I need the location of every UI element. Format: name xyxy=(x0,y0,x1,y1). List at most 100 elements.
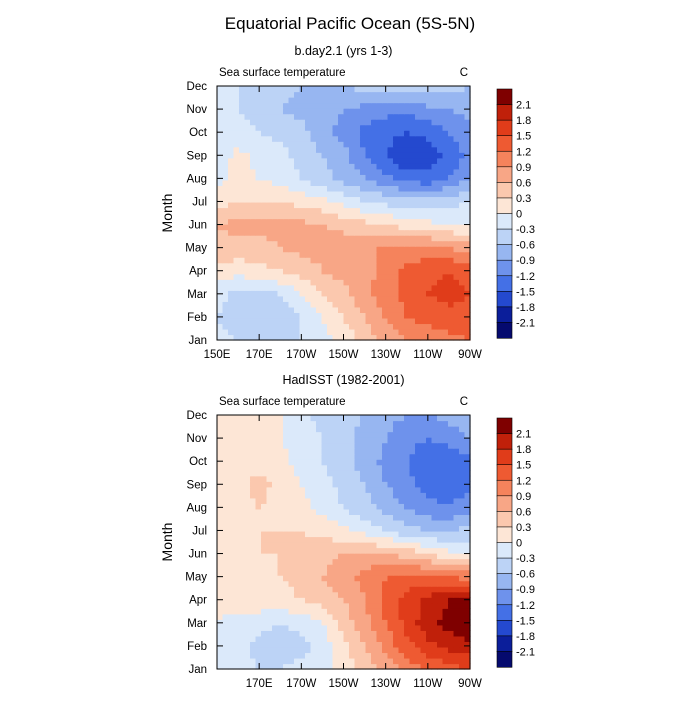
heatmap-cell xyxy=(354,652,361,659)
heatmap-cell xyxy=(415,196,422,203)
heatmap-cell xyxy=(288,201,295,209)
heatmap-cell xyxy=(310,273,317,280)
heatmap-cell xyxy=(393,323,400,330)
heatmap-cell xyxy=(321,124,328,131)
heatmap-cell xyxy=(283,301,290,308)
heatmap-cell xyxy=(459,262,466,269)
heatmap-cell xyxy=(415,475,422,482)
heatmap-cell xyxy=(261,108,268,115)
heatmap-cell xyxy=(426,301,433,308)
heatmap-cell xyxy=(398,235,405,242)
heatmap-cell xyxy=(442,564,449,571)
heatmap-cell xyxy=(272,608,279,615)
heatmap-cell xyxy=(442,536,449,543)
heatmap-cell xyxy=(354,207,361,214)
heatmap-cell xyxy=(310,141,317,148)
heatmap-cell xyxy=(437,224,444,231)
heatmap-cell xyxy=(426,547,433,554)
heatmap-cell xyxy=(398,257,405,264)
heatmap-cell xyxy=(365,317,372,325)
heatmap-cell xyxy=(338,597,345,604)
heatmap-cell xyxy=(459,124,466,131)
heatmap-cell xyxy=(387,519,394,527)
heatmap-cell xyxy=(409,536,416,543)
heatmap-cell xyxy=(261,514,268,521)
heatmap-cell xyxy=(376,157,383,164)
heatmap-cell xyxy=(321,213,328,220)
heatmap-cell xyxy=(222,542,229,549)
heatmap-cell xyxy=(343,569,350,576)
heatmap-cell xyxy=(321,317,328,325)
heatmap-cell xyxy=(222,608,229,615)
heatmap-cell xyxy=(217,420,224,427)
heatmap-cell xyxy=(327,218,334,225)
heatmap-cell xyxy=(442,575,449,582)
heatmap-cell xyxy=(420,246,427,253)
heatmap-cell xyxy=(299,334,306,341)
heatmap-cell xyxy=(244,635,251,642)
heatmap-cell xyxy=(415,453,422,460)
heatmap-cell xyxy=(255,251,262,258)
heatmap-cell xyxy=(360,597,367,604)
heatmap-cell xyxy=(343,602,350,609)
heatmap-cell xyxy=(338,459,345,466)
heatmap-cell xyxy=(228,124,235,131)
heatmap-cell xyxy=(393,608,400,615)
heatmap-cell xyxy=(382,229,389,236)
heatmap-cell xyxy=(376,207,383,214)
heatmap-cell xyxy=(442,420,449,427)
heatmap-cell xyxy=(332,558,339,565)
heatmap-cell xyxy=(261,317,268,325)
heatmap-cell xyxy=(349,240,356,247)
heatmap-cell xyxy=(398,306,405,313)
heatmap-cell xyxy=(233,536,240,543)
heatmap-cell xyxy=(343,486,350,493)
heatmap-cell xyxy=(426,619,433,626)
heatmap-cell xyxy=(327,508,334,515)
heatmap-cell xyxy=(398,262,405,269)
heatmap-cell xyxy=(244,536,251,543)
heatmap-cell xyxy=(387,119,394,126)
heatmap-cell xyxy=(453,190,460,198)
heatmap-cell xyxy=(250,174,257,181)
heatmap-cell xyxy=(277,174,284,181)
heatmap-cell xyxy=(305,591,312,598)
heatmap-cell xyxy=(244,619,251,626)
heatmap-cell xyxy=(239,547,246,554)
heatmap-cell xyxy=(272,492,279,499)
heatmap-cell xyxy=(343,613,350,620)
heatmap-cell xyxy=(288,525,295,532)
heatmap-cell xyxy=(398,624,405,631)
heatmap-cell xyxy=(338,251,345,258)
heatmap-cell xyxy=(459,486,466,493)
heatmap-cell xyxy=(228,262,235,269)
heatmap-cell xyxy=(228,179,235,186)
heatmap-cell xyxy=(233,306,240,313)
heatmap-cell xyxy=(299,295,306,302)
heatmap-cell xyxy=(409,168,416,175)
heatmap-cell xyxy=(316,464,323,471)
heatmap-cell xyxy=(354,251,361,258)
heatmap-cell xyxy=(343,251,350,258)
heatmap-cell xyxy=(239,453,246,460)
heatmap-cell xyxy=(420,102,427,109)
heatmap-cell xyxy=(387,426,394,433)
heatmap-cell xyxy=(360,486,367,493)
heatmap-cell xyxy=(393,497,400,504)
heatmap-cell xyxy=(349,246,356,253)
heatmap-cell xyxy=(343,306,350,313)
heatmap-cell xyxy=(283,536,290,543)
heatmap-cell xyxy=(332,586,339,593)
heatmap-cell xyxy=(272,141,279,148)
heatmap-cell xyxy=(459,481,466,488)
heatmap-cell xyxy=(305,608,312,615)
heatmap-cell xyxy=(453,580,460,587)
heatmap-cell xyxy=(261,508,268,515)
heatmap-cell xyxy=(382,426,389,433)
x-tick-label: 150W xyxy=(328,349,358,361)
heatmap-cell xyxy=(239,519,246,527)
heatmap-cell xyxy=(217,240,224,247)
heatmap-cell xyxy=(409,130,416,137)
heatmap-cell xyxy=(239,179,246,186)
